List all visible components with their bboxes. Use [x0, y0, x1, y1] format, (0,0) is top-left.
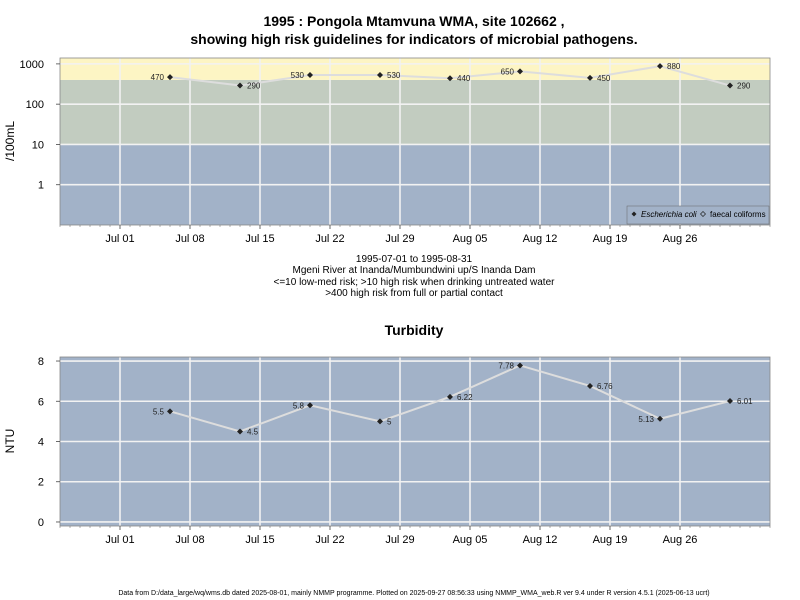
data-label: 290	[737, 82, 751, 91]
chart1-subtitle-line2: Mgeni River at Inanda/Mumbundwini up/S I…	[293, 265, 536, 276]
x-tick-label: Jul 01	[105, 534, 134, 546]
data-point	[377, 71, 383, 78]
x-tick-label: Jul 29	[385, 233, 414, 245]
footer-note: Data from D:/data_large/wq/wms.db dated …	[118, 590, 709, 597]
x-tick-label: Jul 22	[315, 534, 344, 546]
y-tick-label: 8	[38, 356, 44, 368]
data-label: 7.78	[498, 361, 514, 370]
chart1-plot-frame	[59, 57, 771, 226]
data-label: 5.5	[153, 407, 165, 416]
x-tick-label: Jul 08	[175, 233, 204, 245]
chart2-data-labels: 5.5 4.5 5.8 5 6.22 7.78 6.76 5.13 6.01	[153, 361, 753, 436]
x-tick-label: Aug 19	[593, 233, 628, 245]
data-point	[447, 75, 453, 82]
y-tick-label: 2	[38, 477, 44, 489]
data-label: 6.76	[597, 382, 613, 391]
data-label: 650	[501, 67, 515, 76]
y-tick-label: 1	[38, 180, 44, 192]
data-point	[517, 68, 523, 75]
data-label: 6.01	[737, 397, 753, 406]
legend-filled-diamond-icon	[631, 211, 637, 217]
data-label: 4.5	[247, 427, 259, 436]
chart2-x-ticks: Jul 01 Jul 08 Jul 15 Jul 22 Jul 29 Aug 05 Aug …	[59, 526, 771, 546]
microbial-chart: 1995 : Pongola Mtamvuna WMA, site 102662…	[3, 13, 771, 299]
chart2-points	[167, 362, 733, 435]
data-label: 290	[247, 82, 261, 91]
x-tick-label: Jul 22	[315, 233, 344, 245]
y-tick-label: 1000	[20, 59, 44, 71]
data-point	[657, 63, 663, 70]
x-tick-label: Jul 15	[245, 534, 274, 546]
turbidity-chart: Turbidity 5.5 4.5 5.8 5 6.22 7.78 6.76 5.13 6.01…	[3, 322, 771, 546]
legend-open-diamond-icon	[700, 211, 706, 217]
data-point	[587, 382, 593, 389]
y-tick-label: 100	[26, 99, 44, 111]
data-point	[727, 82, 733, 89]
chart1-subtitle-line1: 1995-07-01 to 1995-08-31	[356, 254, 473, 265]
legend-box	[626, 205, 770, 225]
data-point	[377, 418, 383, 425]
chart1-title-line1: 1995 : Pongola Mtamvuna WMA, site 102662…	[263, 13, 564, 29]
chart2-y-ticks: 0 2 4 6 8	[38, 356, 60, 529]
data-label: 6.22	[457, 393, 473, 402]
x-tick-label: Jul 01	[105, 233, 134, 245]
data-label: 470	[151, 73, 165, 82]
y-tick-label: 10	[32, 139, 44, 151]
chart1-subtitle-line4: >400 high risk from full or partial cont…	[325, 288, 503, 299]
data-point	[307, 402, 313, 409]
x-tick-label: Jul 15	[245, 233, 274, 245]
legend-ecoli-label: Escherichia coli	[641, 210, 697, 219]
data-label: 5.8	[293, 401, 305, 410]
x-tick-label: Aug 19	[593, 534, 628, 546]
legend-faecal-label: faecal coliforms	[710, 210, 766, 219]
chart1-subtitle-line3: <=10 low-med risk; >10 high risk when dr…	[274, 277, 556, 288]
data-point	[237, 82, 243, 89]
data-point	[517, 362, 523, 369]
data-point	[237, 428, 243, 435]
chart1-x-ticks: Jul 01 Jul 08 Jul 15 Jul 22 Jul 29 Aug 05 Aug …	[59, 225, 771, 245]
y-tick-label: 0	[38, 517, 44, 529]
data-label: 440	[457, 74, 471, 83]
x-tick-label: Aug 05	[453, 233, 488, 245]
chart1-data-labels: 470 290 530 530 440 650 450 880 290	[151, 62, 751, 90]
y-tick-label: 4	[38, 437, 44, 449]
data-point	[167, 408, 173, 415]
chart2-y-axis-label: NTU	[3, 429, 17, 454]
data-point	[587, 74, 593, 81]
x-tick-label: Aug 12	[523, 233, 558, 245]
data-point	[657, 415, 663, 422]
x-tick-label: Jul 29	[385, 534, 414, 546]
data-label: 450	[597, 74, 611, 83]
chart2-title: Turbidity	[385, 322, 444, 338]
data-label: 5	[387, 417, 392, 426]
risk-bands	[60, 58, 770, 225]
data-label: 880	[667, 62, 681, 71]
chart2-gridlines	[60, 357, 770, 526]
chart1-y-axis-label: /100mL	[3, 121, 17, 161]
data-point	[447, 393, 453, 400]
data-label: 5.13	[638, 415, 654, 424]
chart1-title-line2: showing high risk guidelines for indicat…	[190, 31, 637, 47]
risk-band-1	[60, 79, 770, 145]
data-point	[167, 74, 173, 81]
y-tick-label: 6	[38, 396, 44, 408]
x-tick-label: Aug 05	[453, 534, 488, 546]
x-tick-label: Jul 08	[175, 534, 204, 546]
chart1-gridlines	[60, 58, 770, 225]
data-point	[727, 398, 733, 405]
x-tick-label: Aug 26	[663, 534, 698, 546]
x-tick-label: Aug 26	[663, 233, 698, 245]
chart1-points	[167, 63, 733, 89]
data-label: 530	[387, 71, 401, 80]
x-tick-label: Aug 12	[523, 534, 558, 546]
chart1-legend: Escherichia coli faecal coliforms	[626, 205, 770, 225]
chart1-y-ticks: 1 10 100 1000	[20, 59, 60, 192]
data-point	[307, 71, 313, 78]
data-label: 530	[291, 71, 305, 80]
